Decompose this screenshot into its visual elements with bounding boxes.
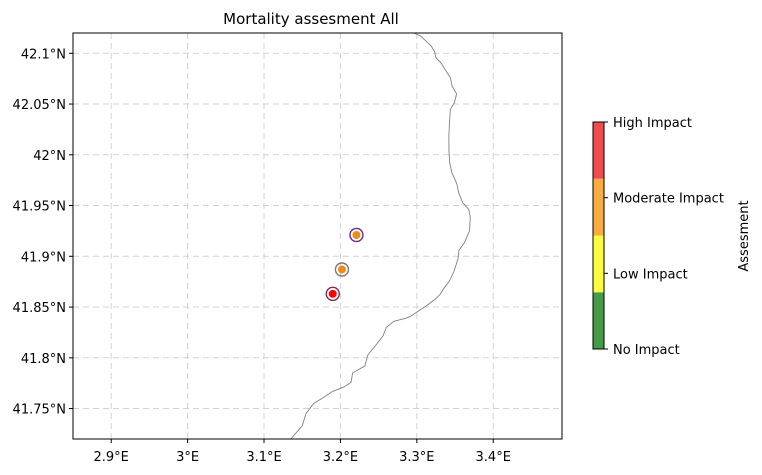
colorbar-tick-label: No Impact (613, 343, 680, 358)
assessment-points (325, 227, 364, 302)
x-tick-label: 3.3°E (399, 450, 434, 465)
colorbar-tick-label: Moderate Impact (613, 192, 724, 207)
assessment-point (328, 289, 337, 298)
x-tick-label: 3.4°E (476, 450, 511, 465)
colorbar-segment (593, 178, 604, 236)
y-tick-label: 41.85°N (13, 301, 66, 316)
x-tick-label: 3°E (176, 450, 199, 465)
colorbar-label: Assesment (737, 200, 752, 271)
chart-title: Mortality assesment All (223, 10, 399, 28)
x-tick-label: 3.2°E (323, 450, 358, 465)
y-tick-label: 41.95°N (13, 200, 66, 215)
assessment-point (337, 265, 346, 274)
assessment-point (352, 230, 361, 239)
x-tick-label: 2.9°E (94, 450, 129, 465)
colorbar-tick-label: Low Impact (613, 267, 688, 282)
y-tick-label: 41.75°N (13, 403, 66, 418)
x-tick-label: 3.1°E (246, 450, 281, 465)
coastline (290, 32, 471, 440)
x-axis-ticks: 2.9°E 3°E 3.1°E 3.2°E 3.3°E 3.4°E (94, 439, 511, 465)
colorbar-segment (593, 122, 604, 179)
colorbar-segment (593, 292, 604, 349)
point-ring (334, 262, 350, 277)
y-tick-label: 41.8°N (21, 352, 66, 367)
y-tick-label: 41.9°N (21, 250, 66, 265)
plot-frame (72, 32, 563, 440)
colorbar: No Impact Low Impact Moderate Impact High I… (592, 116, 724, 358)
point-ring (325, 286, 340, 302)
point-ring (349, 227, 364, 243)
y-axis-ticks: 41.75°N 41.8°N 41.85°N 41.9°N 41.95°N 42°N 42.… (13, 47, 73, 418)
colorbar-segment (593, 235, 604, 293)
y-tick-label: 42.05°N (13, 98, 66, 113)
gridlines (73, 33, 562, 439)
colorbar-frame (592, 121, 605, 350)
colorbar-tick-label: High Impact (613, 116, 692, 131)
coastline-layer (290, 32, 471, 440)
y-tick-label: 42.1°N (21, 47, 66, 62)
y-tick-label: 42°N (33, 149, 66, 164)
